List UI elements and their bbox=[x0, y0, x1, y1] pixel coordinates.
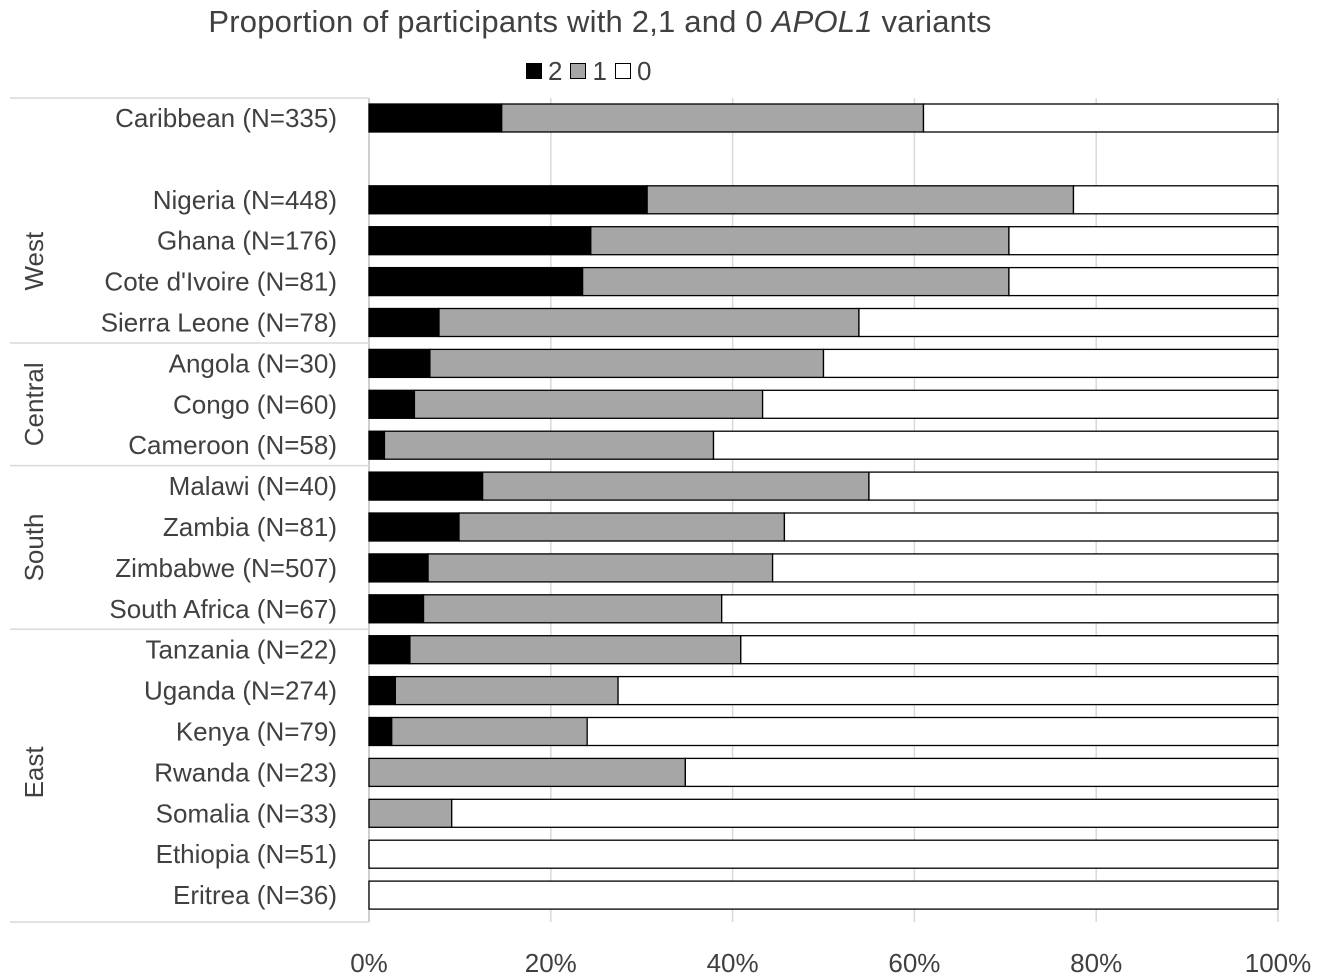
category-label: Sierra Leone (N=78) bbox=[101, 308, 337, 338]
bar-segment-1 bbox=[368, 757, 686, 788]
bar-segment-1 bbox=[481, 471, 870, 501]
bar-segment-0 bbox=[858, 307, 1279, 338]
bar-segment-2 bbox=[368, 226, 592, 256]
bar-segment-2 bbox=[368, 185, 648, 215]
group-label: Central bbox=[19, 362, 49, 446]
category-label: Cameroon (N=58) bbox=[128, 430, 337, 460]
category-label: Rwanda (N=23) bbox=[154, 757, 337, 787]
title-gene-name: APOL1 bbox=[771, 4, 873, 39]
bar-segment-1 bbox=[458, 512, 786, 542]
bar-segment-2 bbox=[368, 471, 484, 501]
bar-segment-1 bbox=[427, 553, 774, 583]
legend-item-0: 0 bbox=[614, 55, 652, 87]
x-tick-label: 60% bbox=[888, 948, 940, 978]
group-label: East bbox=[19, 746, 49, 799]
bar-segment-1 bbox=[581, 266, 1010, 297]
legend-label: 2 bbox=[548, 55, 563, 86]
category-label: Malawi (N=40) bbox=[169, 471, 337, 501]
x-tick-label: 80% bbox=[1070, 948, 1122, 978]
bar-segment-0 bbox=[1008, 266, 1279, 297]
legend-swatch bbox=[570, 63, 587, 79]
legend-swatch bbox=[614, 63, 631, 79]
bar-segment-0 bbox=[617, 675, 1279, 706]
bar-segment-0 bbox=[740, 635, 1279, 665]
chart-title: Proportion of participants with 2,1 and … bbox=[0, 4, 1200, 40]
bar-segment-0 bbox=[586, 716, 1279, 747]
bar-segment-1 bbox=[368, 798, 453, 828]
bar-segment-2 bbox=[368, 430, 386, 460]
bar-segment-1 bbox=[413, 389, 764, 419]
bar-segment-2 bbox=[368, 716, 393, 747]
bar-segment-0 bbox=[822, 348, 1279, 379]
category-label: Ghana (N=176) bbox=[157, 226, 337, 256]
x-tick-label: 0% bbox=[350, 948, 388, 978]
bar-segment-2 bbox=[368, 553, 429, 583]
bar-segment-2 bbox=[368, 635, 411, 665]
bar-segment-0 bbox=[451, 798, 1279, 828]
bar-segment-0 bbox=[922, 103, 1279, 133]
category-label: Nigeria (N=448) bbox=[153, 185, 337, 215]
category-label: Cote d'Ivoire (N=81) bbox=[104, 267, 337, 297]
bar-segment-2 bbox=[368, 594, 425, 624]
legend-label: 1 bbox=[592, 55, 607, 86]
category-label: Zambia (N=81) bbox=[163, 512, 337, 542]
bar-segment-1 bbox=[394, 675, 619, 706]
legend-item-2: 2 bbox=[526, 56, 562, 87]
category-label: Somalia (N=33) bbox=[156, 798, 337, 828]
bar-segment-1 bbox=[429, 348, 825, 379]
bar-segment-0 bbox=[721, 594, 1279, 624]
category-label: South Africa (N=67) bbox=[109, 594, 337, 624]
bar-segment-0 bbox=[1008, 226, 1279, 256]
category-label: Tanzania (N=22) bbox=[146, 635, 338, 665]
bar-segment-2 bbox=[368, 512, 460, 542]
category-label: Eritrea (N=36) bbox=[173, 880, 337, 910]
bar-segment-1 bbox=[646, 185, 1075, 215]
bar-segment-1 bbox=[438, 307, 860, 338]
bar-segment-0 bbox=[783, 512, 1279, 542]
bar-segment-2 bbox=[368, 307, 440, 338]
bar-segment-0 bbox=[368, 839, 1279, 869]
bar-segment-1 bbox=[383, 430, 715, 460]
category-label: Angola (N=30) bbox=[169, 348, 337, 378]
bar-segment-1 bbox=[391, 716, 588, 747]
title-suffix: variants bbox=[872, 4, 992, 39]
bar-segment-2 bbox=[368, 266, 584, 297]
bar-segment-0 bbox=[368, 880, 1279, 910]
bar-segment-0 bbox=[868, 471, 1279, 501]
x-tick-label: 20% bbox=[525, 948, 577, 978]
bar-segment-0 bbox=[684, 757, 1279, 788]
category-label: Kenya (N=79) bbox=[176, 717, 337, 747]
category-label: Zimbabwe (N=507) bbox=[115, 553, 337, 583]
bar-segment-2 bbox=[368, 389, 416, 419]
bar-segment-0 bbox=[761, 389, 1279, 419]
bar-segment-1 bbox=[422, 594, 723, 624]
x-tick-label: 40% bbox=[707, 948, 759, 978]
bar-segment-2 bbox=[368, 103, 503, 133]
legend-swatch bbox=[526, 63, 542, 79]
bar-segment-0 bbox=[1072, 185, 1279, 215]
bar-segment-2 bbox=[368, 348, 431, 379]
category-label: Caribbean (N=335) bbox=[115, 103, 337, 133]
category-label: Ethiopia (N=51) bbox=[156, 839, 337, 869]
bar-segment-2 bbox=[368, 675, 397, 706]
x-tick-label: 100% bbox=[1245, 948, 1312, 978]
group-label: West bbox=[19, 231, 49, 291]
group-label: South bbox=[19, 513, 49, 581]
category-label: Uganda (N=274) bbox=[144, 676, 337, 706]
category-label: Congo (N=60) bbox=[173, 389, 337, 419]
title-prefix: Proportion of participants with 2,1 and … bbox=[208, 4, 772, 39]
bar-segment-1 bbox=[590, 226, 1010, 256]
legend-label: 0 bbox=[636, 55, 652, 86]
legend-item-1: 1 bbox=[570, 55, 607, 87]
bar-segment-1 bbox=[501, 103, 925, 133]
bar-segment-0 bbox=[771, 553, 1279, 583]
bar-segment-1 bbox=[409, 635, 742, 665]
bar-segment-0 bbox=[712, 430, 1279, 460]
